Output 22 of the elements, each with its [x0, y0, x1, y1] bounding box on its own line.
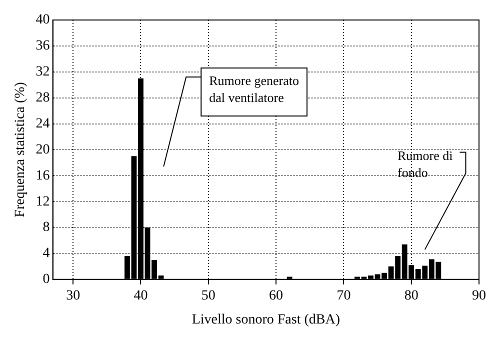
y-tick-label: 32: [36, 64, 50, 80]
y-tick-label: 0: [42, 272, 50, 288]
y-tick-label: 24: [36, 116, 50, 132]
y-tick-label: 40: [36, 12, 50, 28]
x-tick-label: 80: [404, 288, 418, 304]
x-tick-label: 50: [201, 288, 216, 304]
y-tick-label: 16: [36, 168, 50, 184]
y-tick-label: 20: [36, 142, 50, 158]
x-tick-label: 60: [269, 288, 284, 304]
annotation: Rumore di fondo: [398, 148, 454, 180]
x-axis-title: Livello sonoro Fast (dBA): [192, 312, 340, 328]
y-tick-label: 36: [36, 38, 50, 54]
annotation: Rumore generato dal ventilatore: [209, 72, 300, 105]
x-tick-label: 30: [66, 288, 80, 304]
y-tick-label: 4: [42, 246, 50, 262]
y-tick-label: 8: [42, 220, 50, 236]
y-tick-label: 28: [36, 90, 50, 106]
x-tick-label: 70: [336, 288, 351, 304]
x-tick-label: 90: [472, 288, 486, 304]
y-tick-label: 12: [36, 194, 50, 210]
y-axis-title: Frequenza statistica (%): [13, 82, 28, 218]
x-tick-label: 40: [134, 288, 148, 304]
